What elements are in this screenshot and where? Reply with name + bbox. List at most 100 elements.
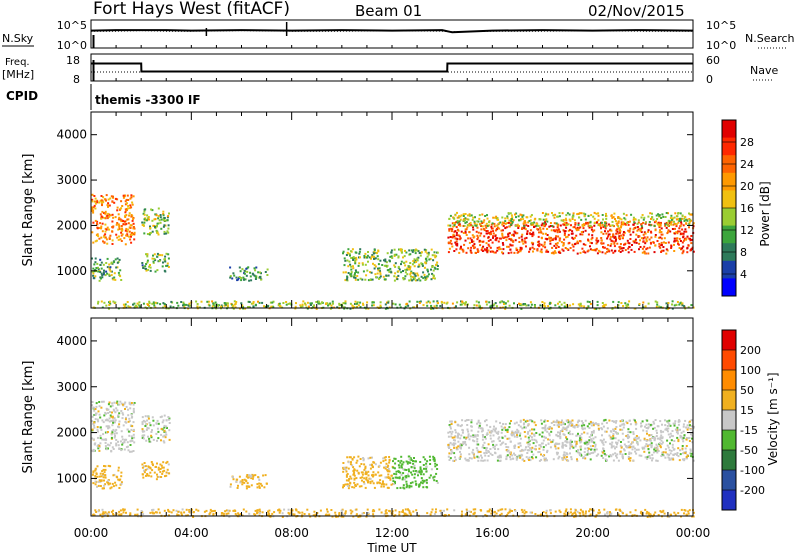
velocity-cell [454,431,457,434]
power-cell [248,279,251,282]
power-cell [385,274,388,277]
power-cell [102,240,104,243]
velocity-cell [120,475,123,478]
power-cell [662,215,665,218]
velocity-cell [109,482,112,485]
velocity-cell [659,429,662,432]
velocity-cell [396,476,399,479]
power-cell [123,220,126,223]
power-cell [402,278,405,281]
power-cell [456,211,458,214]
power-cell [564,230,567,233]
power-cell [359,301,362,304]
power-cell [309,302,312,305]
power-cell [495,305,498,308]
power-cell [427,251,430,254]
velocity-cell [559,433,561,436]
velocity-cell [150,431,153,433]
power-cell [349,254,351,257]
power-cell [587,222,590,225]
power-cell [591,249,594,251]
power-cell [540,224,543,227]
power-cell [681,252,684,255]
velocity-cell [105,448,108,451]
power-cell [642,301,645,304]
velocity-cell [548,427,551,430]
power-cell [165,232,168,235]
velocity-cell [384,456,387,459]
power-cell [146,214,149,217]
velocity-cell [661,437,664,439]
power-cell [590,214,593,217]
velocity-cell [93,414,96,416]
power-cell [373,264,376,267]
power-cell [415,261,418,263]
velocity-cell [660,455,663,457]
power-cell [517,215,520,218]
velocity-cell [612,459,615,462]
power-cell [93,277,96,280]
power-cell [369,271,371,274]
power-cell [477,236,480,239]
velocity-cell [281,512,284,515]
power-cell [449,239,452,242]
velocity-cell [516,428,519,431]
velocity-cell [435,480,438,482]
velocity-cell [497,509,500,512]
velocity-cell [679,434,682,437]
power-cell [96,227,99,230]
velocity-cell [568,420,571,423]
power-cell [343,257,346,260]
power-cell [239,270,242,273]
power-cell [639,246,642,248]
power-cell [668,220,671,223]
velocity-cell [524,435,527,438]
velocity-cell [459,425,462,428]
velocity-cell [524,448,527,451]
power-cell [580,218,583,221]
noise-line-0 [90,29,694,34]
velocity-cell [130,413,133,416]
velocity-cell [98,401,101,403]
velocity-cell [94,412,97,415]
power-cell [250,279,253,282]
velocity-cell [417,474,419,477]
power-cell [495,224,498,227]
velocity-cell [104,474,107,477]
power-cell [259,271,261,274]
power-cell [124,203,127,206]
velocity-cell [679,428,681,431]
power-cell [533,218,536,221]
power-cell [481,225,484,228]
power-cell [570,232,573,235]
velocity-cell [514,454,517,457]
velocity-cell [578,453,581,456]
power-cell [393,275,396,278]
power-cell [518,225,520,228]
power-cell [565,214,568,217]
power-cell [411,279,414,282]
power-cell [521,233,524,236]
power-cell [473,243,476,246]
station-title: Fort Hays West (fitACF) [93,0,290,19]
velocity-cell [564,454,567,457]
velocity-cell [601,451,604,454]
power-cell [686,219,689,222]
velocity-cell [677,423,680,426]
power-cell [115,266,118,269]
velocity-cell [448,452,451,455]
velocity-cell [477,443,480,446]
power-cell [507,221,510,224]
velocity-cell [517,424,520,427]
power-cell [93,263,96,266]
power-cell [665,248,668,251]
power-cell [114,301,117,304]
power-cell [689,249,692,252]
velocity-cell [346,456,349,459]
power-cell [166,216,169,219]
power-cell [170,300,173,303]
power-cell [547,213,550,216]
power-cell [667,241,670,244]
power-cell [156,222,159,225]
power-cell [607,248,610,251]
